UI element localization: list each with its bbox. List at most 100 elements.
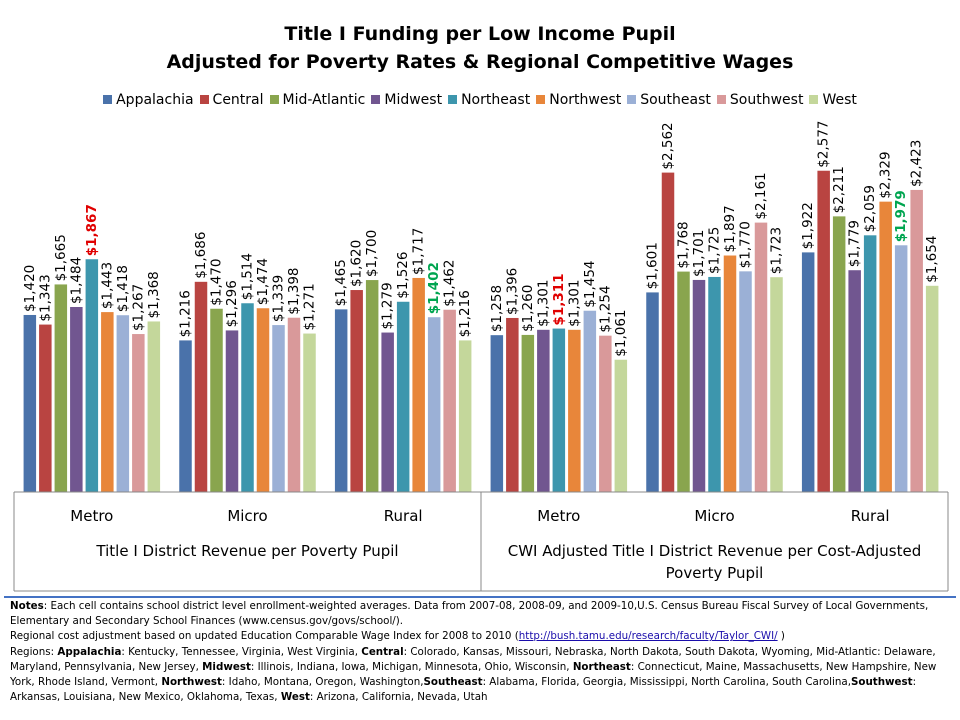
region-states: : Idaho, Montana, Oregon, Washington,: [221, 676, 424, 689]
bar-midwest-4: [692, 279, 706, 492]
bar-mid-atlantic-5: [832, 216, 846, 492]
data-label: $1,717: [411, 228, 427, 275]
bar-northeast-5: [863, 235, 877, 492]
legend-item-mid-atlantic: Mid-Atlantic: [269, 92, 366, 108]
legend-swatch: [269, 95, 279, 104]
bar-southeast-4: [739, 271, 752, 492]
data-label: $1,368: [146, 271, 162, 318]
data-label: $1,271: [302, 283, 318, 330]
bar-southwest-1: [287, 317, 301, 492]
region-name: Northeast: [572, 660, 631, 673]
legend-swatch: [371, 95, 381, 104]
x-tick-label: Metro: [537, 507, 580, 525]
data-label: $1,296: [224, 280, 240, 327]
data-label: $1,470: [209, 258, 225, 305]
data-label: $1,474: [255, 258, 271, 305]
data-label: $1,465: [333, 259, 349, 306]
bar-central-2: [350, 290, 363, 492]
bar-northeast-0: [85, 259, 99, 492]
legend-item-central: Central: [199, 92, 264, 108]
legend-swatch: [536, 95, 546, 104]
region-states: : Connecticut, Maine, Massachusetts, New…: [10, 660, 937, 689]
region-name: West: [280, 691, 310, 704]
bar-appalachia-1: [179, 340, 192, 492]
data-label: $1,514: [240, 253, 256, 300]
bar-central-3: [506, 317, 519, 492]
bar-appalachia-3: [490, 335, 504, 492]
region-states: : Kentucky, Tennessee, Virginia, West Vi…: [121, 645, 362, 658]
regions-list: Appalachia: Kentucky, Tennessee, Virgini…: [10, 646, 936, 704]
data-label: $1,701: [691, 230, 707, 277]
bar-northwest-3: [568, 329, 581, 492]
data-label: $1,620: [349, 240, 365, 287]
data-label: $2,423: [909, 140, 925, 187]
bar-southeast-3: [583, 310, 597, 492]
legend-item-appalachia: Appalachia: [103, 92, 194, 108]
legend-label: Northwest: [549, 92, 622, 108]
data-label: $1,418: [115, 265, 131, 312]
data-label: $2,161: [753, 172, 769, 219]
legend-item-northwest: Northwest: [536, 92, 621, 108]
x-tick-label: Metro: [70, 507, 113, 525]
region-states: : Alabama, Florida, Georgia, Mississippi…: [482, 676, 851, 689]
bar-northeast-1: [241, 303, 254, 492]
regions-label: Regions:: [10, 645, 58, 658]
notes-cwi-close: ): [777, 630, 785, 643]
data-label: $1,258: [489, 285, 505, 332]
cwi-link[interactable]: http://bush.tamu.edu/research/faculty/Ta…: [518, 630, 778, 643]
data-label: $1,279: [380, 282, 396, 329]
bar-west-5: [925, 285, 939, 492]
group-label-line: CWI Adjusted Title I District Revenue pe…: [508, 542, 922, 560]
bar-southwest-3: [599, 335, 612, 492]
bar-mid-atlantic-3: [521, 334, 535, 492]
bar-southeast-2: [427, 317, 441, 492]
data-label: $1,723: [769, 227, 785, 274]
bar-central-4: [661, 172, 675, 492]
bar-northwest-1: [256, 308, 270, 492]
legend-label: Midwest: [384, 92, 443, 108]
data-label: $1,301: [535, 280, 551, 327]
legend-swatch: [448, 95, 458, 104]
data-label: $1,867: [84, 204, 100, 256]
region-states: : Arizona, California, Nevada, Utah: [309, 691, 488, 704]
data-label: $1,779: [847, 220, 863, 267]
bar-southwest-5: [910, 189, 923, 492]
data-label: $1,654: [924, 236, 940, 283]
bar-northwest-5: [879, 201, 892, 492]
data-label: $1,420: [22, 265, 38, 312]
data-label: $1,254: [597, 285, 613, 332]
legend-label: Southwest: [729, 92, 804, 108]
bar-midwest-2: [381, 332, 394, 492]
data-label: $2,211: [831, 166, 847, 213]
bar-southeast-0: [116, 315, 130, 492]
region-name: Southeast: [423, 676, 483, 689]
region-name: Midwest: [202, 660, 251, 673]
bar-northwest-4: [723, 255, 737, 492]
region-states: : Colorado, Kansas, Missouri, Nebraska, …: [10, 645, 936, 673]
legend-label: Southeast: [640, 92, 711, 108]
region-states: : Arkansas, Louisiana, New Mexico, Oklah…: [10, 676, 917, 704]
notes-label: Notes: [10, 600, 44, 612]
chart-title-line-2: Adjusted for Poverty Rates & Regional Co…: [166, 51, 794, 73]
bar-mid-atlantic-1: [210, 308, 223, 492]
legend-item-midwest: Midwest: [371, 92, 442, 108]
bar-west-0: [147, 321, 161, 492]
legend-label: Central: [212, 92, 264, 108]
bar-chart: $1,420 $1,343$1,665 $1,484$1,867$1,443 $1,4…: [4, 120, 956, 598]
data-label: $1,260: [520, 285, 536, 332]
legend-item-southwest: Southwest: [716, 92, 804, 108]
bar-northeast-4: [708, 276, 721, 492]
legend-label: Mid-Atlantic: [282, 92, 366, 108]
group-label: CWI Adjusted Title I District Revenue pe…: [508, 542, 922, 582]
chart-title: Title I Funding per Low Income Pupil Adj…: [0, 20, 960, 76]
data-label: $1,665: [53, 234, 69, 281]
x-tick-label: Rural: [384, 507, 423, 525]
bar-appalachia-2: [334, 309, 348, 492]
region-name: Northwest: [161, 676, 222, 689]
data-label: $1,301: [566, 280, 582, 327]
legend-item-southeast: Southeast: [627, 92, 711, 108]
legend-swatch: [716, 95, 726, 104]
data-label: $1,339: [271, 275, 287, 322]
data-label: $1,343: [37, 274, 53, 321]
region-name: Appalachia: [57, 645, 122, 658]
